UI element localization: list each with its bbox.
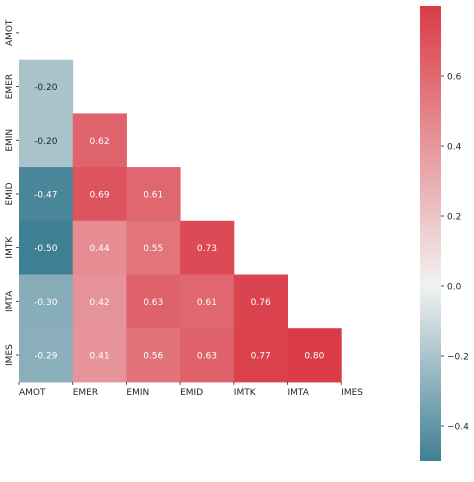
heatmap-cell-imes-imtk (233, 328, 288, 383)
colorbar-tick-label: −0.2 (447, 353, 469, 363)
y-tick-label: EMID (5, 182, 15, 205)
heatmap-cell-emid-amot (19, 167, 74, 222)
x-axis-ticks: AMOT EMER EMIN EMID IMTK IMTA IMES (18, 381, 363, 398)
heatmap-cell-emin-emer (72, 113, 127, 168)
colorbar-tick-label: 0.0 (447, 283, 462, 293)
heatmap-cell-value: 0.62 (90, 137, 110, 147)
heatmap-cell-imta-emid (180, 274, 235, 329)
heatmap-cell-imta-emin (126, 274, 181, 329)
y-tick-label: IMES (5, 344, 15, 366)
heatmap-cell-imtk-emer (72, 220, 127, 275)
colorbar-ticks: −0.4 −0.2 0.0 0.2 0.4 0.6 (441, 73, 469, 433)
x-tick-label: EMER (73, 388, 98, 398)
heatmap-cells: -0.20 -0.20 0.62 -0.47 0.69 0.61 -0.50 0.44 0.55… (19, 59, 342, 383)
heatmap-cell-value: 0.73 (197, 244, 217, 254)
x-tick-label: EMID (180, 388, 203, 398)
heatmap-cell-value: -0.20 (34, 137, 58, 147)
heatmap-cell-imes-emin (126, 328, 181, 383)
heatmap-cell-imes-emer (72, 328, 127, 383)
heatmap-cell-value: 0.44 (90, 244, 110, 254)
heatmap-cell-value: 0.80 (304, 352, 324, 362)
x-tick-label: IMES (341, 388, 363, 398)
x-tick-label: IMTK (234, 388, 257, 398)
heatmap-cell-emid-emin (126, 167, 181, 222)
heatmap-cell-imtk-amot (19, 220, 74, 275)
heatmap-cell-emer-amot (19, 59, 74, 114)
y-tick-label: IMTK (5, 236, 15, 259)
heatmap-cell-value: 0.42 (90, 298, 110, 308)
x-tick-label: IMTA (288, 388, 310, 398)
heatmap-cell-value: 0.69 (90, 190, 110, 200)
heatmap-cell-value: 0.76 (251, 298, 271, 308)
heatmap-cell-value: 0.63 (197, 352, 217, 362)
x-tick-label: EMIN (126, 388, 149, 398)
colorbar-tick-label: 0.2 (447, 213, 461, 223)
heatmap-cell-value: -0.29 (34, 352, 58, 362)
heatmap-cell-emin-amot (19, 113, 74, 168)
colorbar-tick-label: 0.6 (447, 73, 462, 83)
heatmap-cell-value: -0.47 (34, 190, 57, 200)
colorbar-tick-label: −0.4 (447, 423, 469, 433)
heatmap-cell-imtk-emid (180, 220, 235, 275)
heatmap-cell-emid-emer (72, 167, 127, 222)
y-tick-label: IMTA (5, 290, 15, 312)
heatmap-cell-value: -0.30 (34, 298, 58, 308)
heatmap-cell-imta-amot (19, 274, 74, 329)
y-tick-label: EMIN (5, 129, 15, 152)
colorbar-tick-label: 0.4 (447, 143, 462, 153)
heatmap-cell-value: 0.77 (251, 352, 271, 362)
heatmap-cell-imta-imtk (233, 274, 288, 329)
heatmap-cell-value: 0.55 (143, 244, 163, 254)
heatmap-cell-value: 0.56 (143, 352, 163, 362)
heatmap-cell-imes-amot (19, 328, 74, 383)
y-tick-label: AMOT (5, 19, 15, 46)
heatmap-cell-value: -0.50 (34, 244, 58, 254)
y-tick-label: EMER (5, 74, 15, 99)
heatmap-cell-imta-emer (72, 274, 127, 329)
heatmap-cell-value: 0.61 (143, 190, 163, 200)
heatmap-cell-value: 0.63 (143, 298, 163, 308)
heatmap-cell-value: 0.61 (197, 298, 217, 308)
y-axis-ticks: AMOT EMER EMIN EMID IMTK IMTA IMES (5, 19, 19, 366)
x-tick-label: AMOT (19, 388, 46, 398)
heatmap-cell-value: 0.41 (90, 352, 110, 362)
heatmap-cell-imes-emid (180, 328, 235, 383)
heatmap-cell-imtk-emin (126, 220, 181, 275)
heatmap-cell-value: -0.20 (34, 83, 58, 93)
heatmap-cell-imes-imta (287, 328, 342, 383)
colorbar (420, 6, 441, 461)
